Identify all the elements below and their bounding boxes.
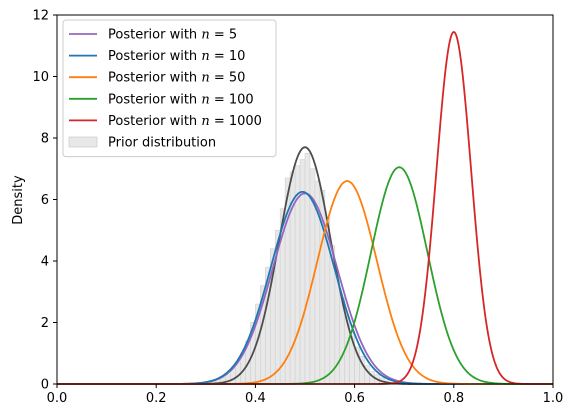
legend-label-n-100: Posterior with n = 100 <box>108 92 254 107</box>
x-tick-label: 0.4 <box>245 391 266 406</box>
y-axis: 0 2 4 6 8 10 12 <box>32 9 57 393</box>
legend-label-n-50: Posterior with n = 50 <box>108 71 245 86</box>
y-tick-label: 4 <box>41 255 49 270</box>
y-tick-label: 0 <box>41 378 49 393</box>
y-tick-label: 12 <box>32 9 49 24</box>
prior-histogram <box>205 153 395 385</box>
x-tick-label: 0.0 <box>47 391 68 406</box>
legend-label-prior: Prior distribution <box>108 136 216 151</box>
x-tick-label: 0.2 <box>146 391 167 406</box>
legend-box <box>62 19 277 158</box>
x-tick-label: 1.0 <box>543 391 564 406</box>
y-tick-label: 10 <box>32 70 49 85</box>
legend-label-n-10: Posterior with n = 10 <box>108 49 245 64</box>
prior-bar <box>304 153 311 385</box>
y-tick-label: 8 <box>41 132 49 147</box>
x-tick-label: 0.6 <box>344 391 365 406</box>
y-axis-label: Density <box>11 175 26 225</box>
legend-label-n-5: Posterior with n = 5 <box>108 28 237 43</box>
y-tick-label: 6 <box>41 193 49 208</box>
x-tick-label: 0.8 <box>443 391 464 406</box>
legend: Posterior with n = 5 Posterior with n = 1… <box>62 19 277 158</box>
legend-label-n-1000: Posterior with n = 1000 <box>108 114 262 129</box>
y-tick-label: 2 <box>41 316 49 331</box>
x-axis: 0.0 0.2 0.4 0.6 0.8 1.0 <box>47 384 564 406</box>
legend-swatch-prior <box>68 136 98 148</box>
